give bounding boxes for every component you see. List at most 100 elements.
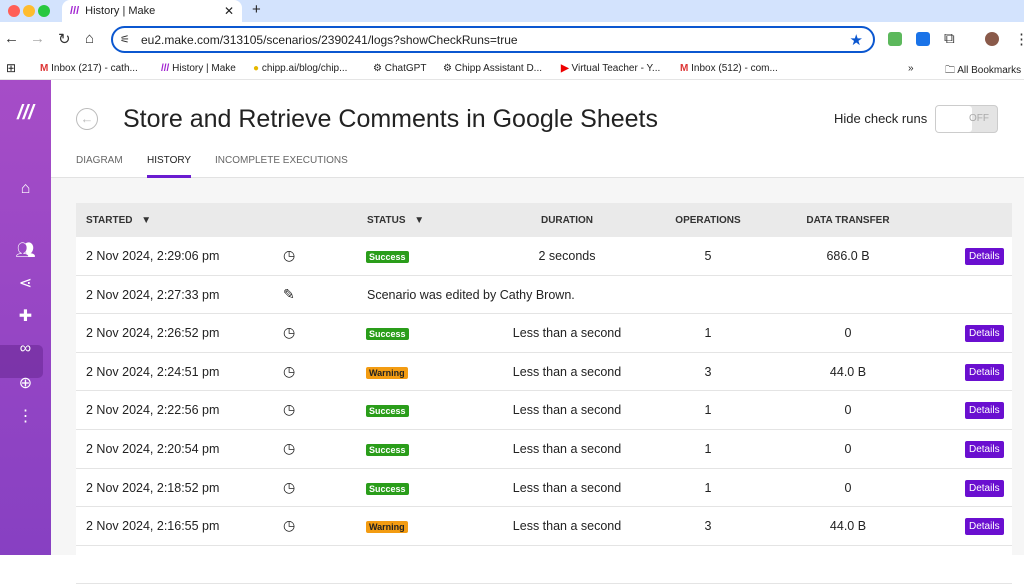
column-status[interactable]: STATUS ▼ (367, 215, 425, 226)
clock-icon: ◷ (283, 439, 296, 456)
table-row[interactable]: 2 Nov 2024, 2:27:33 pm ✎ Scenario was edit… (76, 275, 1012, 315)
duration-cell: Less than a second (512, 441, 622, 456)
table-row[interactable]: 2 Nov 2024, 2:18:52 pm ◷ Success Less than … (76, 468, 1012, 508)
started-cell: 2 Nov 2024, 2:27:33 pm (86, 287, 220, 302)
clock-icon: ◷ (283, 324, 296, 341)
make-logo-icon[interactable]: /// (17, 102, 34, 124)
table-row[interactable]: 2 Nov 2024, 2:22:56 pm ◷ Success Less than … (76, 391, 1012, 430)
address-bar-row: ← → ↻ ⌂ ⚟ eu2.make.com/313105/scenarios/2… (0, 22, 1024, 58)
data-transfer-cell: 0 (844, 480, 852, 495)
minimize-window-button[interactable] (23, 5, 35, 17)
site-settings-icon[interactable]: ⚟ (120, 34, 130, 46)
details-button[interactable]: Details (965, 440, 1004, 458)
browser-tab[interactable]: /// History | Make ✕ (62, 0, 242, 22)
menu-icon[interactable]: ⋮ (1014, 31, 1024, 48)
operations-cell: 3 (704, 364, 712, 379)
bookmark[interactable]: ● chipp.ai/blog/chip... (253, 63, 348, 74)
details-button[interactable]: Details (965, 479, 1004, 497)
status-badge: Success (366, 482, 409, 495)
close-window-button[interactable] (8, 5, 20, 17)
details-button[interactable]: Details (965, 402, 1004, 420)
back-button[interactable]: ← (76, 108, 98, 130)
duration-cell: Less than a second (512, 364, 622, 379)
bookmark[interactable]: ⚙ ChatGPT (373, 63, 427, 74)
page-title: Store and Retrieve Comments in Google Sh… (123, 105, 658, 133)
forward-icon[interactable]: → (30, 30, 45, 47)
status-badge: Success (366, 328, 409, 341)
table-row[interactable] (76, 545, 1012, 584)
table-row[interactable]: 2 Nov 2024, 2:20:54 pm ◷ Success Less than … (76, 429, 1012, 469)
status-badge: Warning (366, 366, 408, 379)
operations-cell: 1 (704, 326, 712, 341)
duration-cell: 2 seconds (538, 249, 596, 263)
page-header: ← Store and Retrieve Comments in Google … (51, 80, 1024, 178)
operations-cell: 1 (704, 480, 712, 495)
operations-cell: 3 (704, 519, 712, 534)
edit-note: Scenario was edited by Cathy Brown. (367, 287, 575, 302)
filter-icon: ▼ (141, 215, 152, 226)
table-row[interactable]: 2 Nov 2024, 2:16:55 pm ◷ Warning Less than … (76, 507, 1012, 546)
home-icon[interactable]: ⌂ (20, 180, 31, 197)
clock-icon: ◷ (283, 517, 296, 534)
extension-icon[interactable] (888, 32, 902, 46)
reload-icon[interactable]: ↻ (58, 31, 71, 48)
tab-incomplete-executions[interactable]: INCOMPLETE EXECUTIONS (215, 155, 348, 166)
details-button[interactable]: Details (965, 518, 1004, 536)
bookmark[interactable]: M Inbox (217) - cath... (40, 63, 138, 74)
bookmark-star-icon[interactable]: ★ (849, 32, 863, 49)
tab-history[interactable]: HISTORY (147, 155, 192, 166)
bookmark[interactable]: /// History | Make (161, 63, 236, 74)
started-cell: 2 Nov 2024, 2:26:52 pm (86, 326, 220, 341)
url-input[interactable]: ⚟ eu2.make.com/313105/scenarios/2390241/l… (111, 26, 875, 53)
back-icon[interactable]: ← (4, 30, 19, 47)
details-button[interactable]: Details (965, 248, 1004, 265)
column-started[interactable]: STARTED ▼ (86, 215, 152, 226)
all-bookmarks[interactable]: 🗀 All Bookmarks (945, 65, 1022, 76)
column-operations: OPERATIONS (675, 215, 741, 226)
apps-icon[interactable]: ⊞ (6, 61, 17, 75)
maximize-window-button[interactable] (38, 5, 50, 17)
team-icon[interactable]: 👥︎ (15, 242, 36, 259)
bookmarks-bar: ⊞ M Inbox (217) - cath... /// History | … (0, 58, 1024, 80)
bookmark[interactable]: ⚙ Chipp Assistant D... (443, 63, 543, 74)
started-cell: 2 Nov 2024, 2:20:54 pm (86, 441, 220, 456)
duration-cell: Less than a second (512, 480, 622, 495)
clock-icon: ◷ (283, 362, 296, 379)
new-tab-icon[interactable]: + (252, 1, 261, 18)
more-bookmarks-icon[interactable]: » (908, 63, 914, 74)
profile-avatar[interactable] (985, 32, 999, 46)
bookmark[interactable]: ▶ Virtual Teacher - Y... (561, 63, 661, 74)
operations-cell: 1 (704, 403, 712, 418)
hide-check-runs-toggle[interactable]: OFF (935, 105, 998, 133)
table-row[interactable]: 2 Nov 2024, 2:26:52 pm ◷ Success Less than … (76, 314, 1012, 353)
data-transfer-cell: 686.0 B (826, 249, 870, 263)
filter-icon: ▼ (414, 215, 425, 226)
extensions-puzzle-icon[interactable]: ⧉ (944, 30, 955, 47)
extension-icon[interactable] (916, 32, 930, 46)
scenarios-share-icon[interactable]: ⋖ (18, 275, 33, 292)
sidebar: /// ⌂ 👥︎ ⋖ ✚ ∞ ⊕ ⋮ (0, 80, 51, 555)
operations-cell: 5 (704, 249, 712, 263)
bookmark[interactable]: M Inbox (512) - com... (680, 63, 778, 74)
more-icon[interactable]: ⋮ (17, 408, 34, 425)
status-badge: Success (366, 405, 409, 418)
clock-icon: ◷ (283, 478, 296, 495)
tab-diagram[interactable]: DIAGRAM (76, 155, 123, 166)
webhooks-globe-icon[interactable]: ⊕ (18, 375, 33, 392)
started-cell: 2 Nov 2024, 2:24:51 pm (86, 364, 220, 379)
table-row[interactable]: 2 Nov 2024, 2:24:51 pm ◷ Warning Less than … (76, 352, 1012, 392)
data-transfer-cell: 44.0 B (829, 364, 867, 379)
details-button[interactable]: Details (965, 325, 1004, 343)
started-cell: 2 Nov 2024, 2:16:55 pm (86, 519, 220, 534)
connections-link-icon[interactable]: ∞ (19, 340, 32, 357)
data-transfer-cell: 0 (844, 441, 852, 456)
url-text: eu2.make.com/313105/scenarios/2390241/lo… (141, 32, 518, 47)
apps-puzzle-icon[interactable]: ✚ (18, 308, 33, 325)
details-button[interactable]: Details (965, 363, 1004, 381)
table-row[interactable]: 2 Nov 2024, 2:29:06 pm ◷ Success 2 seconds 5… (76, 237, 1012, 276)
started-cell: 2 Nov 2024, 2:29:06 pm (86, 249, 220, 263)
home-icon[interactable]: ⌂ (85, 30, 95, 47)
browser-tab-bar: /// History | Make ✕ + (0, 0, 1024, 22)
operations-cell: 1 (704, 441, 712, 456)
close-tab-icon[interactable]: ✕ (223, 4, 234, 18)
